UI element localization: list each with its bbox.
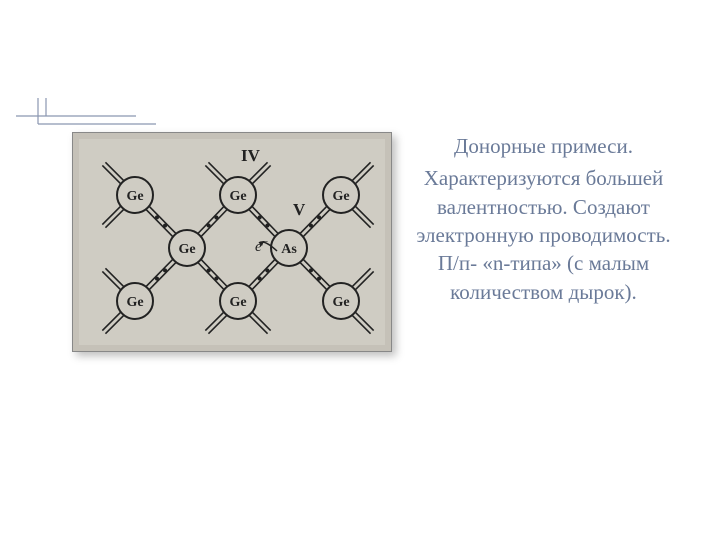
svg-text:Ge: Ge [178, 242, 195, 257]
svg-text:Ge: Ge [332, 295, 349, 310]
lattice-diagram: Ge Ge Ge Ge As Ge Ge Ge IV Ve− [72, 132, 392, 352]
svg-text:Ge: Ge [126, 295, 143, 310]
svg-text:Ge: Ge [332, 189, 349, 204]
svg-text:−: − [262, 236, 268, 248]
svg-text:As: As [281, 242, 297, 257]
svg-text:Ge: Ge [229, 189, 246, 204]
svg-text:e: e [255, 239, 262, 255]
text-column: Донорные примеси. Характеризуются больше… [416, 132, 671, 306]
svg-text:Ge: Ge [126, 189, 143, 204]
svg-text:V: V [293, 200, 306, 219]
slide-body: Характеризуются большей валентностью. Со… [416, 164, 671, 306]
slide-content: Ge Ge Ge Ge As Ge Ge Ge IV Ve− Донорные примеси. … [0, 0, 720, 352]
slide-title: Донорные примеси. [416, 132, 671, 160]
svg-text:IV: IV [241, 146, 261, 165]
svg-text:Ge: Ge [229, 295, 246, 310]
lattice-svg: Ge Ge Ge Ge As Ge Ge Ge IV Ve− [79, 139, 385, 345]
